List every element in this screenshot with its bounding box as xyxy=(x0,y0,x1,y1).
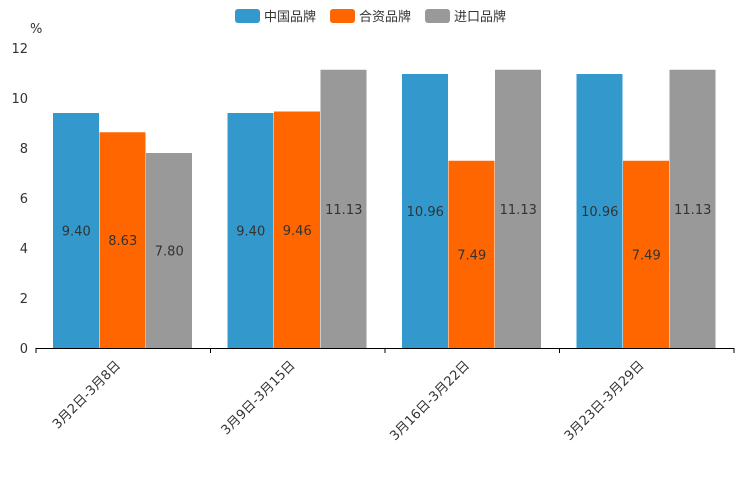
bar-value-label: 7.80 xyxy=(155,245,184,260)
y-tick-label: 10 xyxy=(11,92,28,107)
bar-value-label: 10.96 xyxy=(581,205,618,220)
bar-进口品牌-0 xyxy=(146,153,192,348)
legend-swatch-0 xyxy=(235,9,260,23)
y-axis-unit-label: % xyxy=(30,22,42,37)
x-category-label: 3月23日-3月29日 xyxy=(562,358,648,444)
y-tick-label: 6 xyxy=(20,192,28,207)
x-category-label: 3月2日-3月8日 xyxy=(50,358,124,432)
bar-中国品牌-2 xyxy=(402,74,448,348)
bar-value-label: 11.13 xyxy=(500,203,537,218)
legend-swatch-1 xyxy=(330,9,355,23)
x-category-label: 3月9日-3月15日 xyxy=(219,358,299,438)
y-tick-label: 12 xyxy=(11,42,28,57)
y-tick-label: 2 xyxy=(20,292,28,307)
bar-value-label: 11.13 xyxy=(674,203,711,218)
bar-合资品牌-1 xyxy=(274,111,320,348)
y-tick-label: 0 xyxy=(20,342,28,357)
legend-label: 进口品牌 xyxy=(454,9,506,25)
bar-中国品牌-1 xyxy=(227,113,274,348)
y-tick-label: 4 xyxy=(20,242,28,257)
bar-合资品牌-2 xyxy=(448,160,495,348)
bar-进口品牌-2 xyxy=(495,69,541,348)
bar-value-label: 11.13 xyxy=(325,203,362,218)
legend-label: 中国品牌 xyxy=(264,9,316,25)
bar-value-label: 7.49 xyxy=(632,248,661,263)
legend-label: 合资品牌 xyxy=(359,9,411,25)
bar-中国品牌-0 xyxy=(53,113,99,348)
bar-进口品牌-3 xyxy=(669,69,716,348)
y-tick-label: 8 xyxy=(20,142,28,157)
bar-value-label: 9.46 xyxy=(283,224,312,239)
bar-value-label: 7.49 xyxy=(457,248,486,263)
x-category-label: 3月16日-3月22日 xyxy=(387,358,473,444)
bar-合资品牌-0 xyxy=(99,132,146,348)
bar-value-label: 9.40 xyxy=(236,225,265,240)
bar-value-label: 9.40 xyxy=(62,225,91,240)
legend-swatch-2 xyxy=(425,9,450,23)
bar-进口品牌-1 xyxy=(320,69,367,348)
bar-value-label: 10.96 xyxy=(407,205,444,220)
bar-value-label: 8.63 xyxy=(108,234,137,249)
bar-合资品牌-3 xyxy=(623,160,669,348)
bar-中国品牌-3 xyxy=(576,74,623,348)
